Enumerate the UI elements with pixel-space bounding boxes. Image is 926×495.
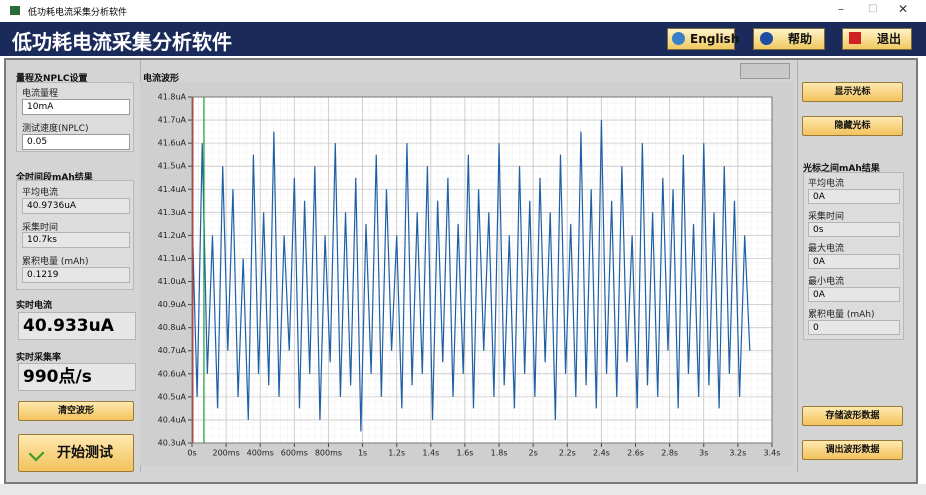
avg-field: 40.9736uA [22,198,130,214]
x-tick-label: 1s [358,449,367,458]
x-tick-label: 600ms [281,449,308,458]
y-tick-label: 41.5uA [158,162,187,171]
clear-button[interactable]: 清空波形 [18,401,134,421]
y-tick-label: 41.0uA [158,277,187,286]
time-field: 0s [808,222,900,237]
field-label: 采集时间 [22,223,59,233]
close[interactable]: ✕ [898,2,909,16]
section-title: 全时间段mAh结果 [16,173,93,183]
y-tick-label: 41.7uA [158,116,187,125]
save-button[interactable]: 存储波形数据 [802,406,903,426]
graph-toolbar[interactable] [740,63,790,79]
english-button[interactable]: English [667,28,739,50]
help-icon [760,32,773,45]
field-label: 最大电流 [808,244,845,254]
y-tick-label: 41.3uA [158,208,187,217]
field-label: 电流量程 [22,89,59,99]
window-title: 低功耗电流采集分析软件 [28,8,128,18]
x-tick-label: 2.6s [627,449,644,458]
section-title: 光标之间mAh结果 [803,164,880,174]
y-tick-label: 40.7uA [158,346,187,355]
x-tick-label: 400ms [247,449,274,458]
app-title: 低功耗电流采集分析软件 [12,30,232,54]
charge-field: 0 [808,320,900,335]
x-tick-label: 3s [699,449,708,458]
x-tick-label: 2.4s [593,449,610,458]
field-label: 累积电量 (mAh) [808,310,875,320]
chart-title: 电流波形 [143,74,180,84]
realtime-field: 40.933uA [18,312,136,340]
x-tick-label: 800ms [315,449,342,458]
y-tick-label: 41.2uA [158,231,187,240]
x-tick-label: 1.2s [388,449,405,458]
chart: 40.3uA 40.4uA 40.5uA 40.6uA 40.7uA 40.8uA 40.9… [140,82,794,466]
exit-icon [849,32,861,44]
show-cursor-button[interactable]: 显示光标 [802,82,903,102]
y-tick-label: 41.1uA [158,254,187,263]
range-input[interactable]: 10mA [22,99,130,115]
button-text: 帮助 [788,32,813,46]
x-tick-label: 1.4s [422,449,439,458]
x-tick-label: 200ms [213,449,240,458]
hide-cursor-button[interactable]: 隐藏光标 [802,116,903,136]
maximize[interactable]: □ [868,3,878,14]
nplc-input[interactable]: 0.05 [22,134,130,150]
min-field: 0A [808,287,900,302]
x-tick-label: 1.8s [491,449,508,458]
field-label: 最小电流 [808,277,845,287]
y-tick-label: 40.9uA [158,300,187,309]
section-title: 实时采集率 [16,353,62,363]
field-label: 累积电量 (mAh) [22,257,89,267]
y-tick-label: 40.6uA [158,369,187,378]
button-text: 退出 [877,32,902,46]
globe-icon [672,32,685,45]
load-button[interactable]: 调出波形数据 [802,440,903,460]
time-field: 10.7ks [22,232,130,248]
app-icon [10,6,20,15]
x-tick-label: 3.2s [729,449,746,458]
x-tick-label: 1.6s [456,449,473,458]
y-tick-label: 40.8uA [158,323,187,332]
field-label: 测试速度(NPLC) [22,124,89,134]
max-field: 0A [808,254,900,269]
status-strip [0,484,926,495]
y-tick-label: 40.5uA [158,392,187,401]
waveform [191,120,751,432]
y-tick-label: 40.3uA [158,439,187,448]
field-label: 采集时间 [808,212,845,222]
header: 低功耗电流采集分析软件 English 帮助 退出 [0,22,926,56]
start-button[interactable]: 开始测试 [18,434,134,472]
field-label: 平均电流 [808,179,845,189]
section-title: 量程及NPLC设置 [16,74,88,84]
title-bar: 低功耗电流采集分析软件 – □ ✕ [0,0,926,22]
y-tick-label: 40.4uA [158,415,187,424]
y-tick-label: 41.4uA [158,185,187,194]
y-tick-label: 41.6uA [158,139,187,148]
y-tick-label: 41.8uA [158,93,187,102]
rate-field: 990点/s [18,363,136,391]
x-tick-label: 2s [529,449,538,458]
charge-field: 0.1219 [22,267,130,283]
x-tick-label: 0s [187,449,196,458]
x-tick-label: 3.4s [764,449,781,458]
avg-field: 0A [808,189,900,204]
button-text: English [690,32,740,46]
x-tick-label: 2.2s [559,449,576,458]
section-title: 实时电流 [16,301,53,311]
x-tick-label: 2.8s [661,449,678,458]
plot-border [191,96,773,444]
minimize[interactable]: – [838,2,844,16]
field-label: 平均电流 [22,188,59,198]
